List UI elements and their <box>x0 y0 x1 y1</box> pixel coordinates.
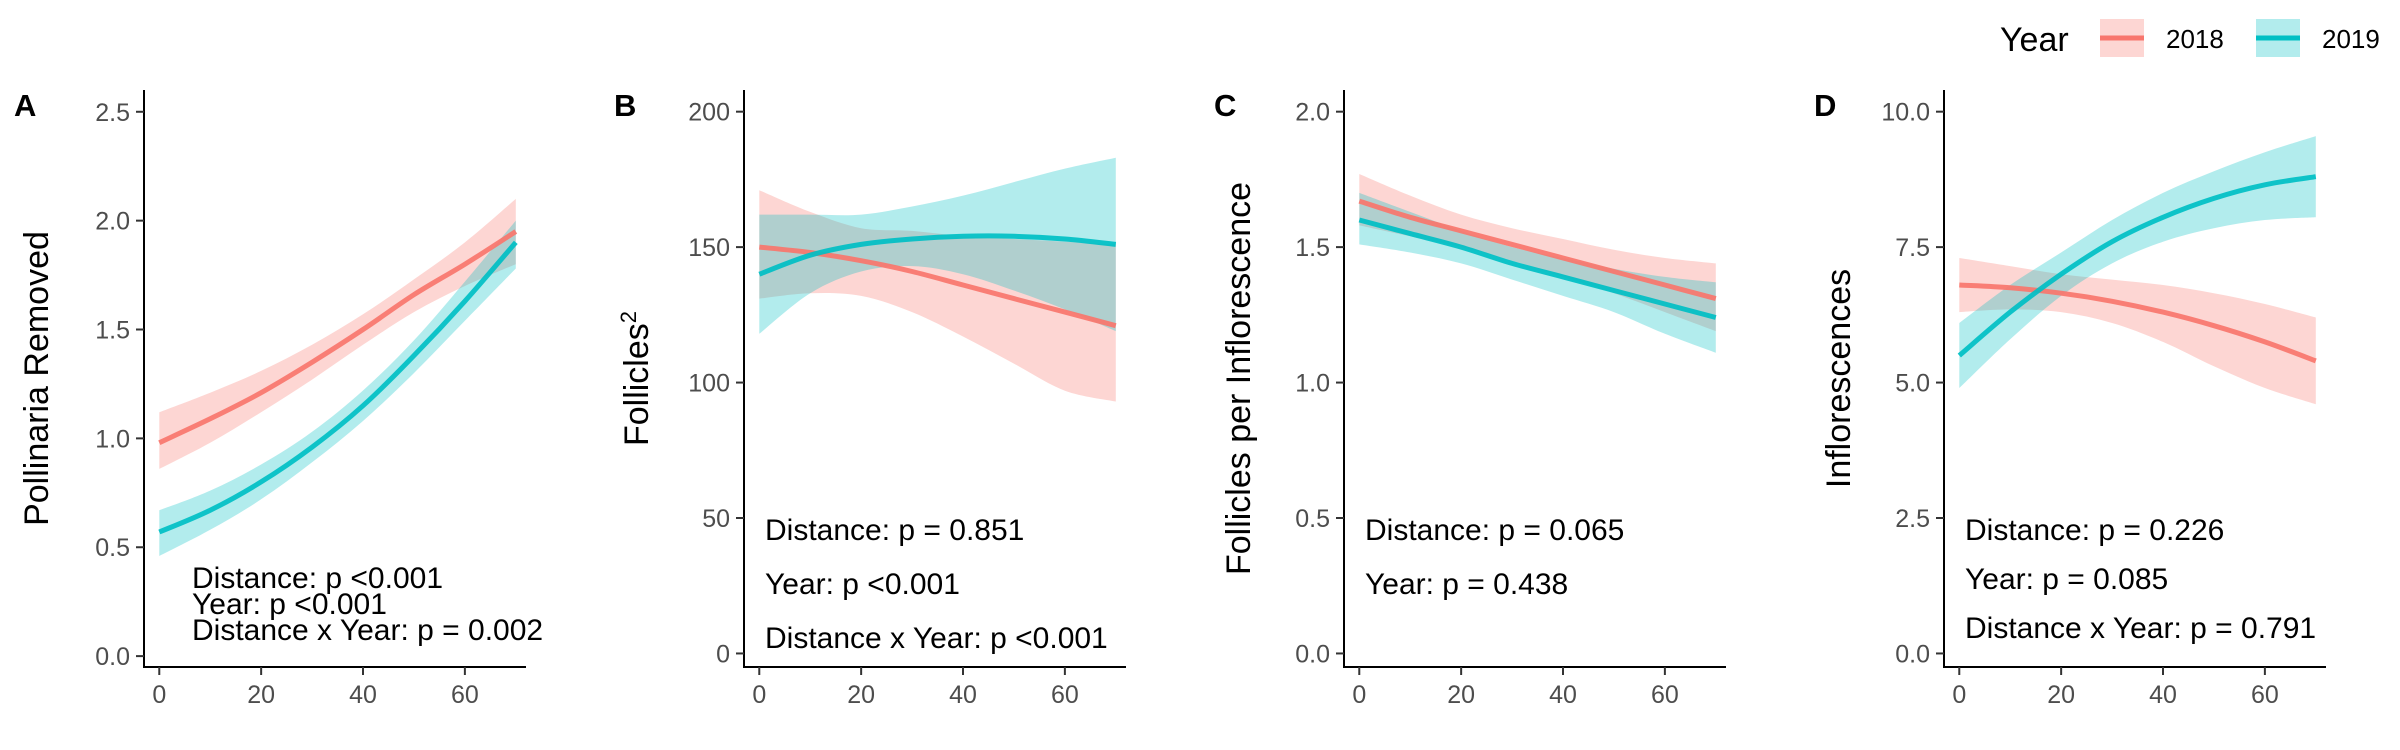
y-tick-label: 150 <box>688 234 730 262</box>
x-tick-label: 20 <box>247 681 275 709</box>
panel-b: B 0 50 100 150 200 0 20 40 60 Follicles2 Distance: … <box>614 88 1126 709</box>
fit-line-2019 <box>758 233 1117 277</box>
stats-annotation: Distance x Year: p <0.001 <box>765 622 1108 655</box>
y-tick-label: 200 <box>688 99 730 127</box>
y-tick-label: 2.0 <box>95 208 130 236</box>
panel-a: A 0.0 0.5 1.0 1.5 2.0 2.5 0 20 40 60 Pollinaria Rem… <box>14 88 543 709</box>
stats-annotation: Distance x Year: p = 0.791 <box>1965 612 2316 645</box>
panel-label: B <box>614 88 636 123</box>
x-tick-label: 40 <box>2149 681 2177 709</box>
legend-item-2019: 2019 <box>2256 19 2380 57</box>
panel-label: D <box>1814 88 1836 123</box>
y-tick-label: 2.5 <box>1895 505 1930 533</box>
legend: Year 2018 2019 <box>2000 19 2380 59</box>
stats-annotation: Year: p = 0.085 <box>1965 563 2168 596</box>
y-tick-label: 5.0 <box>1895 370 1930 398</box>
y-axis-label: Follicles2 <box>616 311 657 446</box>
legend-label-2018: 2018 <box>2166 24 2224 54</box>
legend-label-2019: 2019 <box>2322 24 2380 54</box>
y-tick-label: 0.5 <box>1295 505 1330 533</box>
y-tick-label: 50 <box>702 505 730 533</box>
y-tick-label: 10.0 <box>1881 99 1930 127</box>
x-tick-label: 60 <box>1651 681 1679 709</box>
y-tick-label: 1.5 <box>95 317 130 345</box>
legend-item-2018: 2018 <box>2100 19 2224 57</box>
x-tick-label: 60 <box>451 681 479 709</box>
y-tick-label: 1.5 <box>1295 234 1330 262</box>
x-tick-label: 0 <box>1352 681 1366 709</box>
panel-d: D 0.0 2.5 5.0 7.5 10.0 0 20 40 60 Inflorescences Di… <box>1814 88 2326 709</box>
y-tick-label: 7.5 <box>1895 234 1930 262</box>
x-tick-label: 60 <box>2251 681 2279 709</box>
y-tick-label: 2.5 <box>95 99 130 127</box>
x-tick-label: 40 <box>349 681 377 709</box>
stats-annotation: Distance: p <0.001 <box>192 562 443 595</box>
fit-line-2019 <box>1358 217 1717 320</box>
panel-label: A <box>14 88 36 123</box>
x-tick-label: 0 <box>752 681 766 709</box>
y-tick-label: 0.0 <box>95 643 130 671</box>
x-tick-label: 20 <box>1447 681 1475 709</box>
stats-annotation: Distance: p = 0.851 <box>765 514 1024 547</box>
stats-annotation: Distance: p = 0.226 <box>1965 514 2224 547</box>
y-axis-label: Follicles per Inflorescence <box>1220 182 1258 575</box>
stats-annotation: Year: p = 0.438 <box>1365 568 1568 601</box>
y-tick-label: 100 <box>688 370 730 398</box>
y-axis-label: Pollinaria Removed <box>18 231 56 526</box>
fit-line-2018 <box>1959 282 2317 364</box>
ci-band-2018 <box>1959 258 2316 405</box>
x-tick-label: 20 <box>2047 681 2075 709</box>
y-tick-label: 0.0 <box>1895 640 1930 668</box>
y-tick-label: 1.0 <box>1295 370 1330 398</box>
y-tick-label: 0 <box>716 640 730 668</box>
x-tick-label: 40 <box>1549 681 1577 709</box>
x-tick-label: 40 <box>949 681 977 709</box>
ci-band-2019 <box>159 220 516 556</box>
panel-label: C <box>1214 88 1236 123</box>
stats-annotation: Year: p <0.001 <box>192 588 387 621</box>
x-tick-label: 60 <box>1051 681 1079 709</box>
y-tick-label: 0.0 <box>1295 640 1330 668</box>
fit-line-2019 <box>1957 174 2317 358</box>
fit-line-2018 <box>1358 198 1717 302</box>
x-tick-label: 20 <box>847 681 875 709</box>
y-tick-label: 0.5 <box>95 534 130 562</box>
y-tick-label: 1.0 <box>95 425 130 453</box>
ci-band-2018 <box>759 190 1116 402</box>
x-tick-label: 0 <box>152 681 166 709</box>
ci-band-2019 <box>759 157 1116 334</box>
x-tick-label: 0 <box>1952 681 1966 709</box>
fit-line-2018 <box>158 229 518 445</box>
y-tick-label: 2.0 <box>1295 99 1330 127</box>
stats-annotation: Year: p <0.001 <box>765 568 960 601</box>
fit-line-2019 <box>158 240 518 535</box>
legend-title: Year <box>2000 21 2069 59</box>
y-axis-label: Inflorescences <box>1820 269 1858 488</box>
stats-annotation: Distance x Year: p = 0.002 <box>192 614 543 647</box>
panel-c: C 0.0 0.5 1.0 1.5 2.0 0 20 40 60 Follicles per Inf… <box>1214 88 1726 709</box>
panels: A 0.0 0.5 1.0 1.5 2.0 2.5 0 20 40 60 Pollinaria Rem… <box>14 88 2326 709</box>
ci-band-2019 <box>1959 136 2316 388</box>
stats-annotation: Distance: p = 0.065 <box>1365 514 1624 547</box>
